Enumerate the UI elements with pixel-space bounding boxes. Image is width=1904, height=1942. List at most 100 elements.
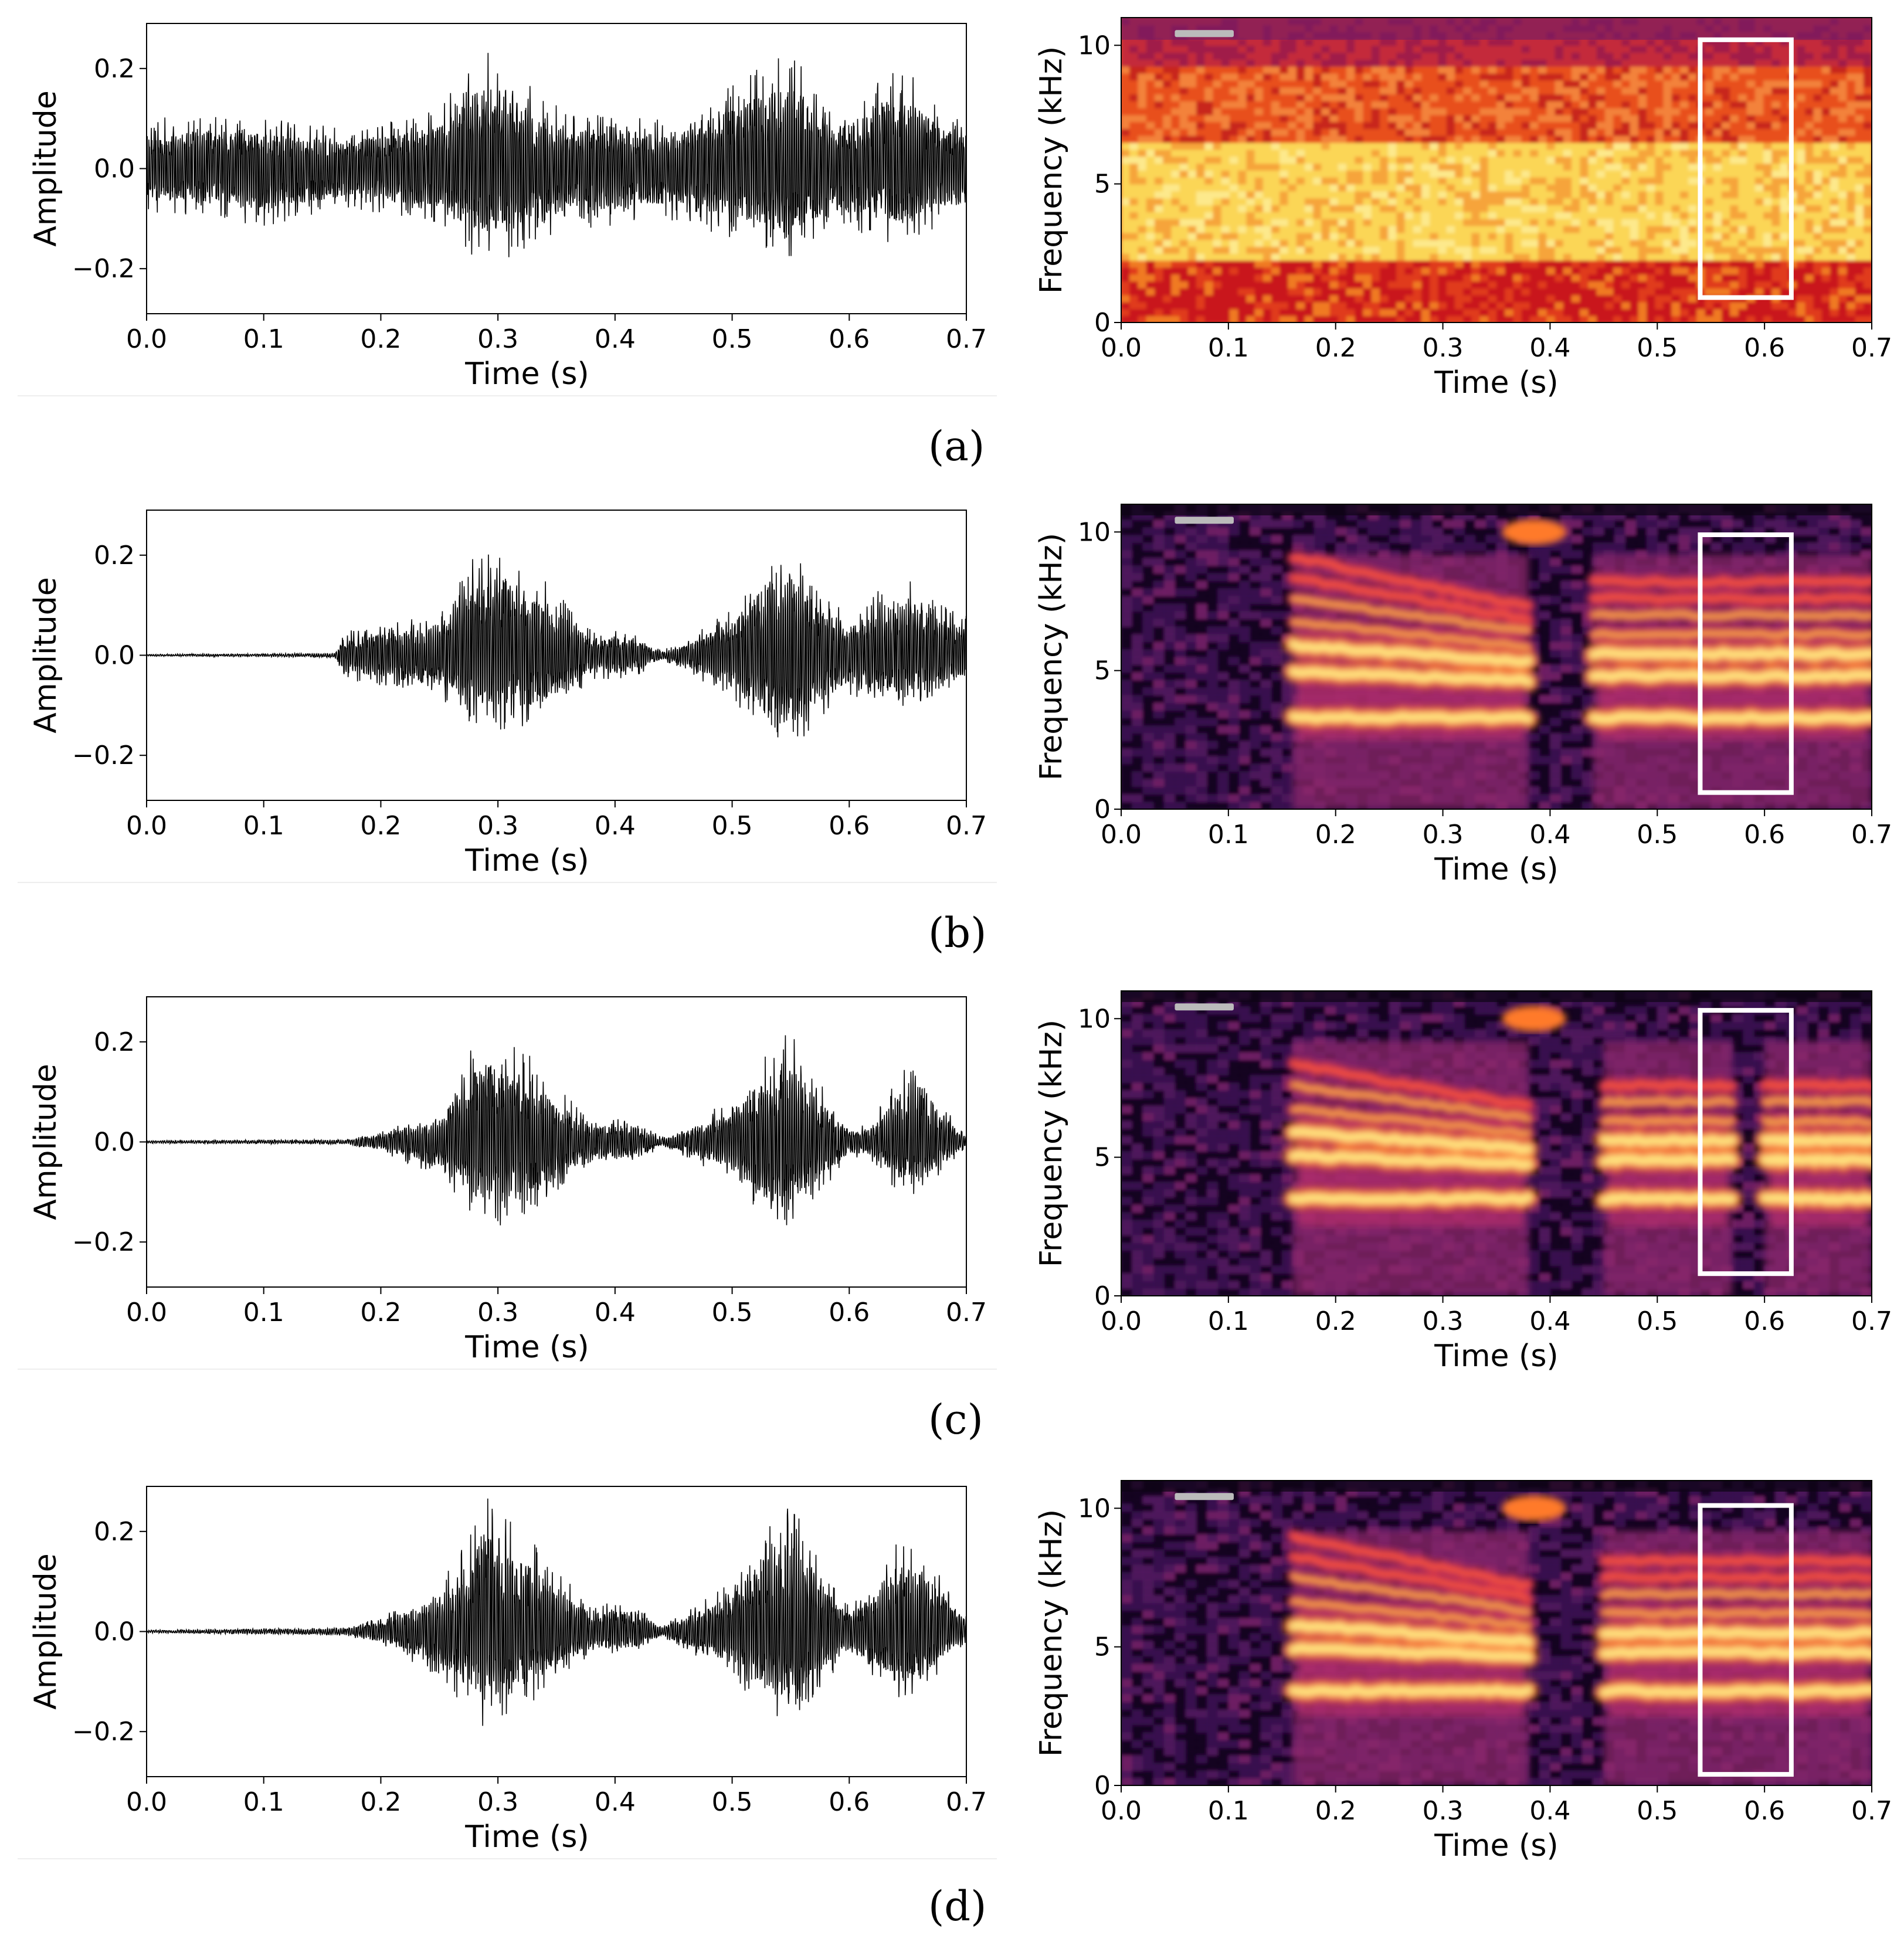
y-tick-label: −0.2 — [72, 741, 135, 770]
x-tick-label: 0.7 — [1851, 333, 1892, 363]
highlight-box — [1698, 1008, 1794, 1276]
x-tick-label: 0.2 — [1315, 1796, 1356, 1826]
harmonic-band — [1290, 1106, 1531, 1137]
x-tick-label: 0.5 — [1637, 1796, 1678, 1826]
harmonic-band — [1288, 1126, 1533, 1155]
x-tick-label: 0.7 — [946, 324, 987, 354]
x-tick-label: 0.6 — [1744, 333, 1785, 363]
y-tick-label: 0.0 — [94, 154, 135, 184]
axes-frame — [1121, 504, 1872, 810]
x-tick-label: 0.4 — [595, 811, 636, 841]
x-tick-label: 0.1 — [243, 1298, 284, 1328]
x-tick-label: 0.2 — [360, 1787, 401, 1817]
x-axis-label: Time (s) — [464, 1819, 589, 1855]
x-tick-label: 0.2 — [1315, 1306, 1356, 1336]
harmonic-band — [1760, 1133, 1872, 1147]
x-tick-label: 0.6 — [1744, 1306, 1785, 1336]
y-tick-label: −0.2 — [72, 1717, 135, 1747]
harmonic-band — [1288, 711, 1533, 724]
x-tick-label: 0.0 — [126, 324, 167, 354]
harmonic-band — [1288, 1149, 1533, 1170]
harmonic-band — [1590, 630, 1872, 639]
waveform-line — [146, 1498, 967, 1726]
y-tick-label: −0.2 — [72, 254, 135, 284]
x-tick-label: 0.0 — [1101, 333, 1142, 363]
x-tick-label: 0.1 — [1208, 1796, 1249, 1826]
spectrogram-plot-a: 0.0 0.1 0.2 0.3 0.4 0.5 0.6 0.7 0 5 10 Time (s) Freq… — [1034, 17, 1892, 400]
y-tick-label: 5 — [1094, 656, 1111, 686]
x-tick-label: 0.4 — [1529, 1306, 1570, 1336]
x-tick-label: 0.4 — [595, 1298, 636, 1328]
harmonic-band — [1760, 1152, 1872, 1167]
y-axis-label: Frequency (kHz) — [1034, 1020, 1069, 1267]
waveform-line — [146, 554, 967, 738]
x-axis-label: Time (s) — [1434, 365, 1558, 400]
y-tick-label: 0.0 — [94, 1128, 135, 1157]
x-tick-label: 0.6 — [1744, 820, 1785, 850]
harmonic-band — [1588, 670, 1872, 683]
x-tick-label: 0.2 — [360, 324, 401, 354]
x-tick-label: 0.1 — [243, 811, 284, 841]
x-tick-label: 0.5 — [1637, 1306, 1678, 1336]
waveform-plot-c: 0.0 0.1 0.2 0.3 0.4 0.5 0.6 0.7 0.2 0.0 −0.2 Time (… — [18, 996, 997, 1370]
harmonic-band — [1290, 1533, 1531, 1588]
y-tick-label: 5 — [1094, 1632, 1111, 1662]
x-tick-label: 0.4 — [1529, 1796, 1570, 1826]
x-axis-label: Time (s) — [1434, 852, 1558, 887]
panel-label-c: (c) — [928, 1396, 983, 1444]
y-axis-label: Amplitude — [28, 577, 63, 733]
y-tick-label: 10 — [1078, 1004, 1111, 1034]
waveform-line — [146, 53, 967, 257]
x-tick-label: 0.4 — [1529, 820, 1570, 850]
x-tick-label: 0.6 — [829, 324, 870, 354]
highlight-box — [1698, 37, 1794, 300]
x-tick-label: 0.7 — [1851, 1306, 1892, 1336]
harmonic-band — [1590, 611, 1872, 619]
x-tick-label: 0.5 — [712, 811, 753, 841]
x-tick-label: 0.7 — [946, 1298, 987, 1328]
x-tick-label: 0.0 — [126, 1787, 167, 1817]
x-tick-label: 0.2 — [360, 811, 401, 841]
harmonic-band — [1290, 596, 1531, 633]
x-tick-label: 0.2 — [360, 1298, 401, 1328]
y-tick-label: 10 — [1078, 30, 1111, 60]
harmonic-band — [1290, 1554, 1531, 1602]
harmonic-band — [1288, 1192, 1533, 1206]
harmonic-band — [1601, 1081, 1735, 1089]
marker-glyph — [1175, 517, 1234, 524]
axes-frame — [1121, 990, 1872, 1296]
x-tick-label: 0.6 — [829, 1298, 870, 1328]
spectrogram-plot-b: 0.0 0.1 0.2 0.3 0.4 0.5 0.6 0.7 0 5 10 Time (s) Freq… — [1034, 504, 1892, 887]
harmonic-bands — [1282, 551, 1872, 729]
x-tick-label: 0.1 — [243, 1787, 284, 1817]
waveform-line — [146, 1035, 967, 1225]
x-tick-label: 0.4 — [1529, 333, 1570, 363]
harmonic-band — [1601, 1573, 1872, 1582]
x-axis-label: Time (s) — [464, 357, 589, 392]
harmonic-band — [1290, 555, 1531, 608]
y-axis-label: Amplitude — [28, 1064, 63, 1220]
x-tick-label: 0.4 — [595, 324, 636, 354]
x-tick-label: 0.7 — [946, 1787, 987, 1817]
spectral-blob — [1502, 1006, 1566, 1032]
y-tick-label: 10 — [1078, 517, 1111, 547]
panel-label-a: (a) — [928, 422, 985, 470]
x-axis-label: Time (s) — [464, 843, 589, 878]
y-tick-label: 10 — [1078, 1493, 1111, 1523]
harmonic-band — [1762, 1081, 1872, 1089]
harmonic-band — [1290, 1573, 1531, 1615]
x-tick-label: 0.7 — [1851, 820, 1892, 850]
x-tick-label: 0.1 — [1208, 1306, 1249, 1336]
harmonic-bands — [1282, 1057, 1872, 1211]
harmonic-band — [1598, 1153, 1737, 1167]
x-tick-label: 0.3 — [1423, 333, 1464, 363]
harmonic-band — [1590, 578, 1872, 586]
y-axis-label: Amplitude — [28, 90, 63, 246]
harmonic-band — [1598, 1685, 1872, 1698]
x-tick-label: 0.5 — [1637, 333, 1678, 363]
x-tick-label: 0.0 — [126, 811, 167, 841]
harmonic-bands — [1282, 1529, 1872, 1703]
x-tick-label: 0.1 — [243, 324, 284, 354]
y-tick-label: 0.2 — [94, 1517, 135, 1547]
x-tick-label: 0.5 — [712, 1787, 753, 1817]
